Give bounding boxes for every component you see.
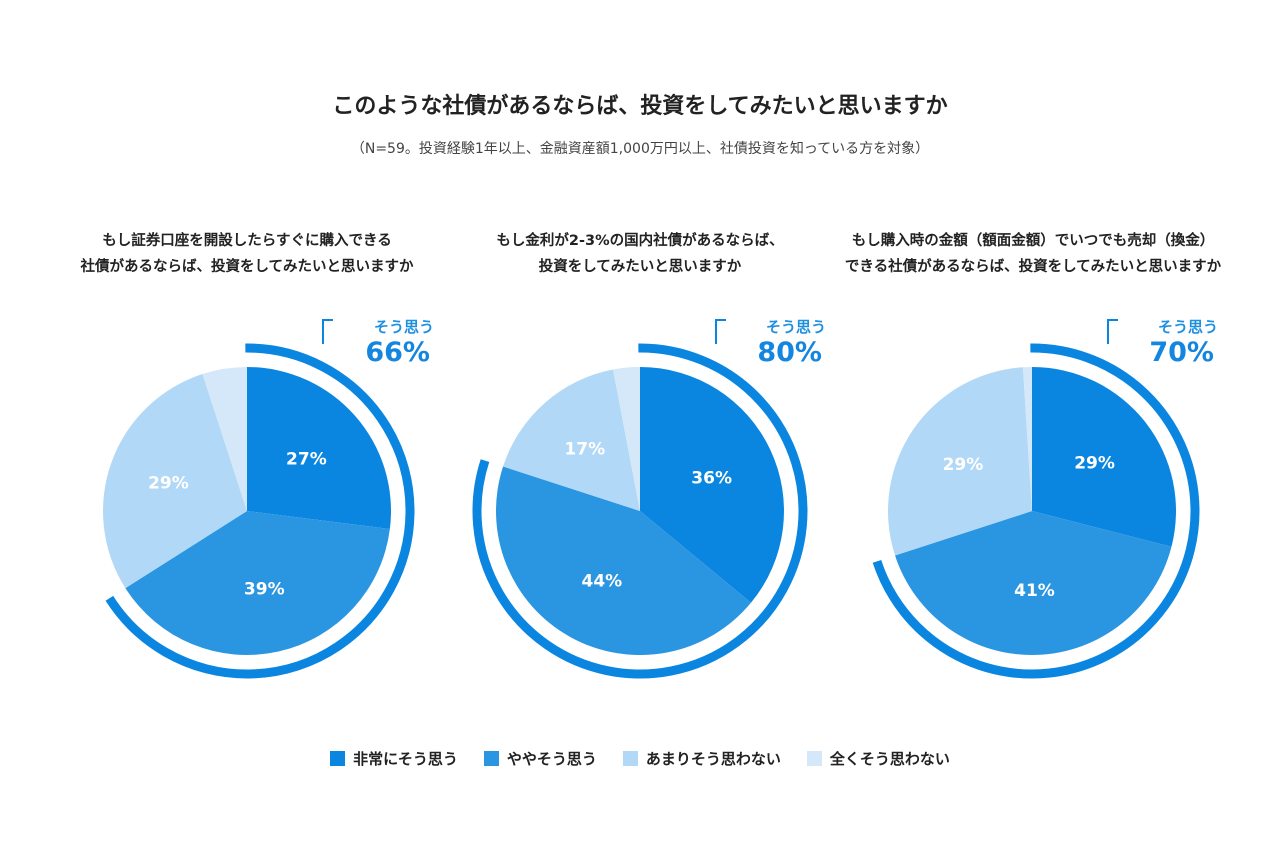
pie-1-agree-leader [322,319,333,344]
pie-1-data-label-2: 39% [244,579,285,599]
page-title: このような社債があるならば、投資をしてみたいと思いますか [332,94,948,119]
chart-2-agree-label: そう思う [765,318,826,336]
pie-3-slice-3 [887,367,1032,556]
legend-swatch [806,751,822,766]
pie-3-data-label-3: 29% [943,455,984,475]
pie-2-data-label-2: 44% [581,571,622,591]
chart-2-title-line1: もし金利が2-3%の国内社債があるならば、 [496,233,784,249]
chart-3-agree-value: 70% [1149,337,1214,368]
legend-item-somewhat-disagree: あまりそう思わない [622,748,781,769]
legend-label: ややそう思う [506,750,597,768]
legend-swatch [622,751,638,766]
chart-1-title-line1: もし証券口座を開設したらすぐに購入できる [102,233,392,249]
legend-item-strongly-disagree: 全くそう思わない [806,748,950,769]
pie-2-slice-2 [495,466,751,656]
pie-1-slice-4 [202,367,247,511]
chart-3-question: もし購入時の金額（額面金額）でいつでも売却（換金） できる社債があるならば、投資… [823,228,1243,280]
pie-1-slice-3 [103,374,247,589]
pie-3-slice-1 [1032,367,1176,547]
pie-3-data-label-1: 29% [1074,453,1115,473]
chart-3-agree-label: そう思う [1157,318,1218,336]
pie-1-slice-2 [125,511,390,655]
pie-3-slice-4 [1022,367,1032,511]
legend-swatch [483,751,499,766]
pie-3-agree-leader [1107,319,1118,344]
page-subtitle: （N=59。投資経験1年以上、金融資産額1,000万円以上、社債投資を知っている… [350,141,930,157]
chart-2-title-line2: 投資をしてみたいと思いますか [538,259,742,275]
chart-2-agree-value: 80% [757,337,822,368]
legend-label: 全くそう思わない [829,750,950,768]
pie-1-agree-arc [105,343,415,679]
legend-swatch [330,751,346,766]
legend-label: あまりそう思わない [645,750,781,768]
chart-2-question: もし金利が2-3%の国内社債があるならば、 投資をしてみたいと思いますか [430,228,850,280]
chart-3-title-line1: もし購入時の金額（額面金額）でいつでも売却（換金） [851,233,1215,249]
pie-1-slice-1 [247,367,391,530]
chart-1-agree-label: そう思う [373,318,434,336]
pie-1-data-label-3: 29% [148,474,189,494]
pie-1-data-label-1: 27% [286,450,327,470]
legend-item-somewhat-agree: ややそう思う [483,748,597,769]
pie-3-data-label-2: 41% [1014,581,1055,601]
legend: 非常にそう思う ややそう思う あまりそう思わない 全くそう思わない [0,748,1280,769]
legend-item-very-agree: 非常にそう思う [330,748,458,769]
pie-2-slice-3 [503,369,640,511]
pie-2-slice-4 [613,367,640,511]
chart-1-question: もし証券口座を開設したらすぐに購入できる 社債があるならば、投資をしてみたいと思… [37,228,457,280]
pie-2-agree-leader [715,319,726,344]
pie-2-data-label-1: 36% [691,468,732,488]
chart-1-agree-value: 66% [365,337,430,368]
chart-1-title-line2: 社債があるならば、投資をしてみたいと思いますか [80,259,414,275]
legend-label: 非常にそう思う [353,750,458,768]
pie-3-agree-arc [872,343,1200,679]
pie-2-data-label-3: 17% [564,439,605,459]
chart-3-title-line2: できる社債があるならば、投資をしてみたいと思いますか [844,259,1222,275]
pie-2-slice-1 [640,367,784,603]
pie-2-agree-arc [472,343,808,679]
pie-3-slice-2 [895,511,1172,656]
